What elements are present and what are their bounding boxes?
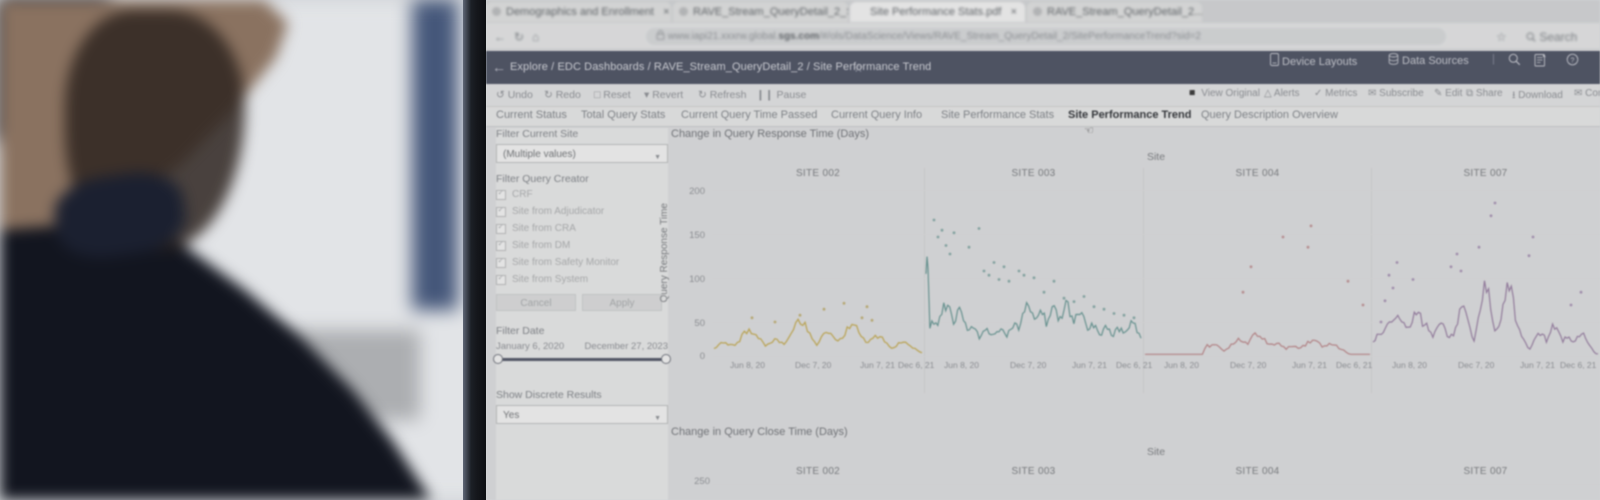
svg-text:?: ? <box>1571 57 1575 64</box>
